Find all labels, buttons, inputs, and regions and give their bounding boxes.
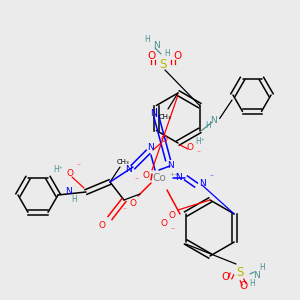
Text: S: S xyxy=(236,266,244,278)
Text: H: H xyxy=(259,263,265,272)
Text: N: N xyxy=(150,109,157,118)
Text: N: N xyxy=(147,143,153,152)
Text: Co: Co xyxy=(152,173,166,183)
Text: N: N xyxy=(167,160,173,169)
Text: O: O xyxy=(147,51,155,61)
Text: H: H xyxy=(164,50,170,58)
Text: O: O xyxy=(187,142,194,152)
Text: H: H xyxy=(205,121,211,130)
Text: ⁻: ⁻ xyxy=(134,176,138,184)
Text: ⁻: ⁻ xyxy=(122,206,126,214)
Text: S: S xyxy=(159,58,167,70)
Text: O: O xyxy=(142,172,149,181)
Text: CH₃: CH₃ xyxy=(117,159,129,165)
Text: O: O xyxy=(221,272,229,282)
Text: N: N xyxy=(124,164,131,173)
Text: ++: ++ xyxy=(170,172,180,176)
Text: N: N xyxy=(175,173,182,182)
Text: ⁻: ⁻ xyxy=(196,148,200,158)
Text: N: N xyxy=(154,40,160,50)
Text: N: N xyxy=(210,116,217,125)
Text: O: O xyxy=(240,281,248,291)
Text: CH₃: CH₃ xyxy=(159,114,171,120)
Text: H: H xyxy=(249,280,255,289)
Text: ⁻: ⁻ xyxy=(170,226,174,235)
Text: O: O xyxy=(67,169,73,178)
Text: H⁺: H⁺ xyxy=(195,136,205,146)
Text: O: O xyxy=(160,136,167,145)
Text: O: O xyxy=(130,200,136,208)
Text: H⁺: H⁺ xyxy=(53,166,63,175)
Text: ⁻: ⁻ xyxy=(209,172,213,182)
Text: O: O xyxy=(98,220,106,230)
Text: O: O xyxy=(160,220,167,229)
Text: O: O xyxy=(169,212,176,220)
Text: N: N xyxy=(65,188,72,196)
Text: ⁻: ⁻ xyxy=(76,161,80,170)
Text: O: O xyxy=(173,51,181,61)
Text: N: N xyxy=(200,178,206,188)
Text: N: N xyxy=(253,272,260,280)
Text: H: H xyxy=(144,35,150,44)
Text: H: H xyxy=(71,196,77,205)
